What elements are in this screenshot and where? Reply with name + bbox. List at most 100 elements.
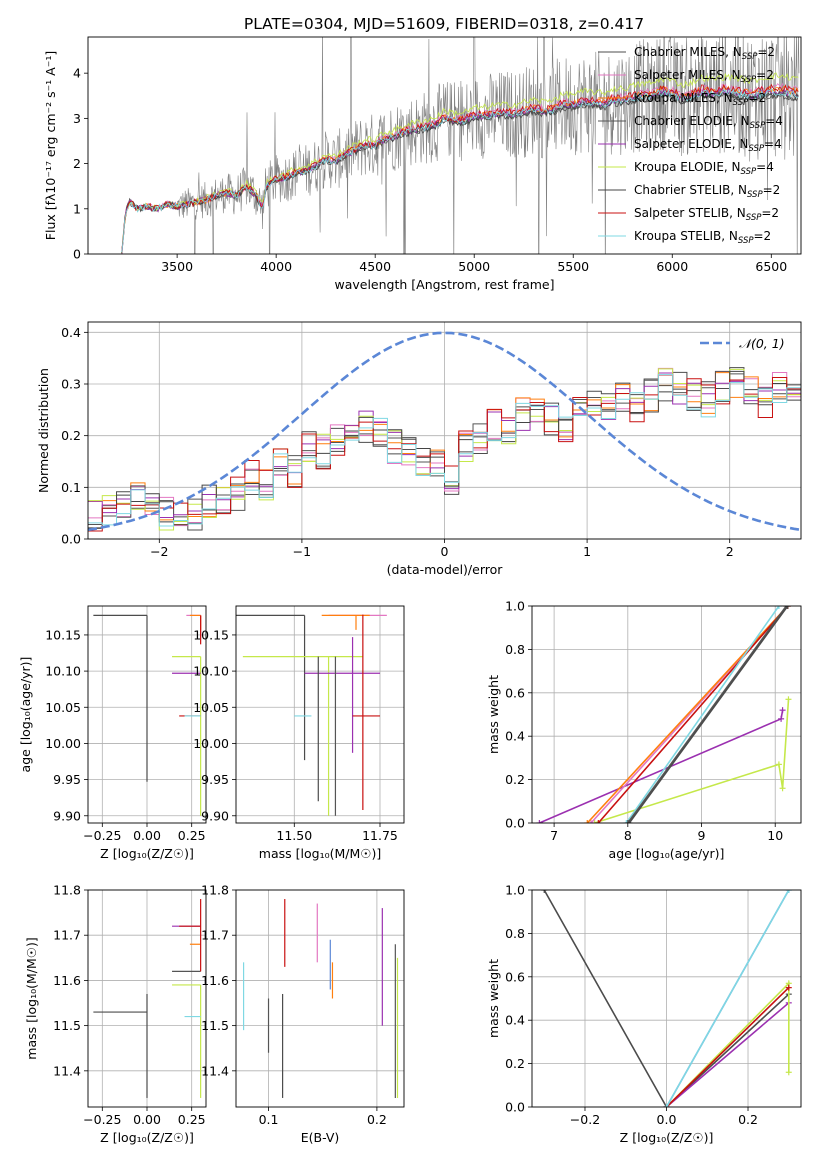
x-tick-label: 4500 <box>359 259 391 274</box>
legend-label: 𝒩(0, 1) <box>739 336 785 351</box>
y-tick-label: 10.15 <box>45 627 81 642</box>
mass_vs_Z-plot <box>93 899 202 1098</box>
y-axis-label: mass [log₁₀(M/M☉)] <box>24 937 39 1059</box>
y-tick-label: 11.8 <box>53 883 81 898</box>
legend-label: Kroupa MILES, NSSP=2 <box>634 91 766 108</box>
y-tick-label: 9.90 <box>53 808 81 823</box>
x-axis-label: Z [log₁₀(Z/Z☉)] <box>100 846 194 861</box>
series-line-4 <box>597 606 789 823</box>
y-axis-label: Flux [fλ10⁻¹⁷ erg cm⁻² s⁻¹ A⁻¹] <box>43 51 58 240</box>
model-line-8 <box>121 88 799 253</box>
y-tick-label: 10.05 <box>45 700 81 715</box>
y-tick-label: 4 <box>73 66 81 81</box>
histogram-step-8 <box>88 374 801 527</box>
series-line-5 <box>625 606 780 823</box>
x-tick-label: 0.2 <box>738 1112 758 1127</box>
series-line-3 <box>665 987 790 1107</box>
x-tick-label: 0.2 <box>367 1112 387 1127</box>
gaussian-curve <box>88 331 801 532</box>
x-tick-label: 0.0 <box>657 1112 677 1127</box>
series-line-7 <box>628 606 789 823</box>
y-tick-label: 0.2 <box>61 428 81 443</box>
age_vs_mass-plot <box>236 614 387 816</box>
y-tick-label: 0.0 <box>61 532 81 547</box>
x-tick-label: 6500 <box>755 259 787 274</box>
spectrum-plot <box>121 37 800 254</box>
series-line-0 <box>594 699 790 823</box>
y-axis-label: mass weight <box>486 675 501 754</box>
y-axis-label: age [log₁₀(age/yr)] <box>18 657 33 773</box>
x-tick-label: 8 <box>624 828 632 843</box>
y-tick-label: 0.8 <box>505 926 525 941</box>
mass_vs_ebv-axes: 0.1 0.2 11.4 11.5 11.6 11.7 11.8 E(B-V) <box>201 883 404 1145</box>
spectrum-axes: 3500 4000 4500 5000 5500 6000 6500 0 1 2 3 4 wavelen… <box>43 51 787 292</box>
x-tick-label: 5500 <box>557 259 589 274</box>
y-tick-label: 0.2 <box>505 772 525 787</box>
series-line-6 <box>627 606 787 823</box>
y-tick-label: 10.10 <box>193 664 229 679</box>
spectrum-legend: Chabrier MILES, NSSP=2 Salpeter MILES, NS… <box>598 45 783 246</box>
y-tick-label: 11.7 <box>201 928 229 943</box>
massweight_vs_Z-plot <box>541 890 792 1107</box>
y-tick-label: 9.90 <box>201 808 229 823</box>
y-tick-label: 9.95 <box>201 772 229 787</box>
age_vs_Z-plot <box>93 614 202 816</box>
massweight_vs_age-plot <box>536 606 792 823</box>
y-tick-label: 11.4 <box>201 1063 229 1078</box>
x-tick-label: −0.2 <box>570 1112 600 1127</box>
x-tick-label: 0.00 <box>133 1112 161 1127</box>
x-tick-label: 0.25 <box>178 828 206 843</box>
age_vs_mass-frame <box>235 605 405 824</box>
massweight_vs_Z-frame <box>531 889 802 1108</box>
legend-label: Salpeter STELIB, NSSP=2 <box>634 206 779 223</box>
x-tick-label: 2 <box>726 544 734 559</box>
y-tick-label: 0.6 <box>505 685 525 700</box>
y-tick-label: 11.6 <box>53 973 81 988</box>
y-tick-label: 10.10 <box>45 664 81 679</box>
y-tick-label: 11.8 <box>201 883 229 898</box>
y-axis-label: mass weight <box>486 959 501 1038</box>
mass_vs_Z-frame <box>87 889 207 1108</box>
x-axis-label: (data-model)/error <box>387 562 504 577</box>
x-tick-label: 9 <box>698 828 706 843</box>
legend-label: Salpeter MILES, NSSP=2 <box>634 68 774 85</box>
x-axis-label: Z [log₁₀(Z/Z☉)] <box>620 1130 714 1145</box>
y-tick-label: 0.4 <box>505 729 525 744</box>
y-tick-label: 0.0 <box>505 816 525 831</box>
x-axis-label: E(B-V) <box>301 1130 340 1145</box>
x-tick-label: −2 <box>150 544 168 559</box>
mass_vs_Z-axes: −0.25 0.00 0.25 11.4 11.5 11.6 11.7 11.8 Z [log₁… <box>24 883 206 1145</box>
x-tick-label: −0.25 <box>83 828 121 843</box>
series-line-1 <box>539 710 784 823</box>
x-tick-label: 5000 <box>458 259 490 274</box>
histogram-step-4 <box>88 366 801 519</box>
x-tick-label: 0.00 <box>133 828 161 843</box>
y-tick-label: 0 <box>73 247 81 262</box>
y-tick-label: 10.00 <box>193 736 229 751</box>
massweight_vs_Z-axes: −0.2 0.0 0.2 0.0 0.2 0.4 0.6 0.8 1.0 Z [log₁₀(Z/Z… <box>486 883 801 1145</box>
histogram-step-0 <box>88 367 801 531</box>
mass_vs_ebv-plot <box>242 899 399 1098</box>
y-tick-label: 9.95 <box>53 772 81 787</box>
x-axis-label: wavelength [Angstrom, rest frame] <box>334 277 554 292</box>
x-tick-label: −1 <box>293 544 311 559</box>
y-tick-label: 10.15 <box>193 627 229 642</box>
y-tick-label: 0.8 <box>505 642 525 657</box>
legend-label: Kroupa STELIB, NSSP=2 <box>634 229 771 246</box>
y-tick-label: 0.4 <box>61 325 81 340</box>
x-tick-label: 3500 <box>161 259 193 274</box>
x-tick-label: 0 <box>441 544 449 559</box>
legend-label: Kroupa ELODIE, NSSP=4 <box>634 160 774 177</box>
y-tick-label: 0.0 <box>505 1100 525 1115</box>
series-line-0 <box>543 890 790 1107</box>
x-tick-label: −0.25 <box>83 1112 121 1127</box>
x-tick-label: 0.1 <box>259 1112 279 1127</box>
y-tick-label: 0.1 <box>61 480 81 495</box>
x-tick-label: 11.50 <box>276 828 312 843</box>
series-line-5 <box>665 890 790 1107</box>
y-tick-label: 11.5 <box>201 1018 229 1033</box>
x-tick-label: 11.75 <box>362 828 398 843</box>
y-tick-label: 0.6 <box>505 969 525 984</box>
series-line-1 <box>665 1002 790 1107</box>
x-tick-label: 7 <box>550 828 558 843</box>
